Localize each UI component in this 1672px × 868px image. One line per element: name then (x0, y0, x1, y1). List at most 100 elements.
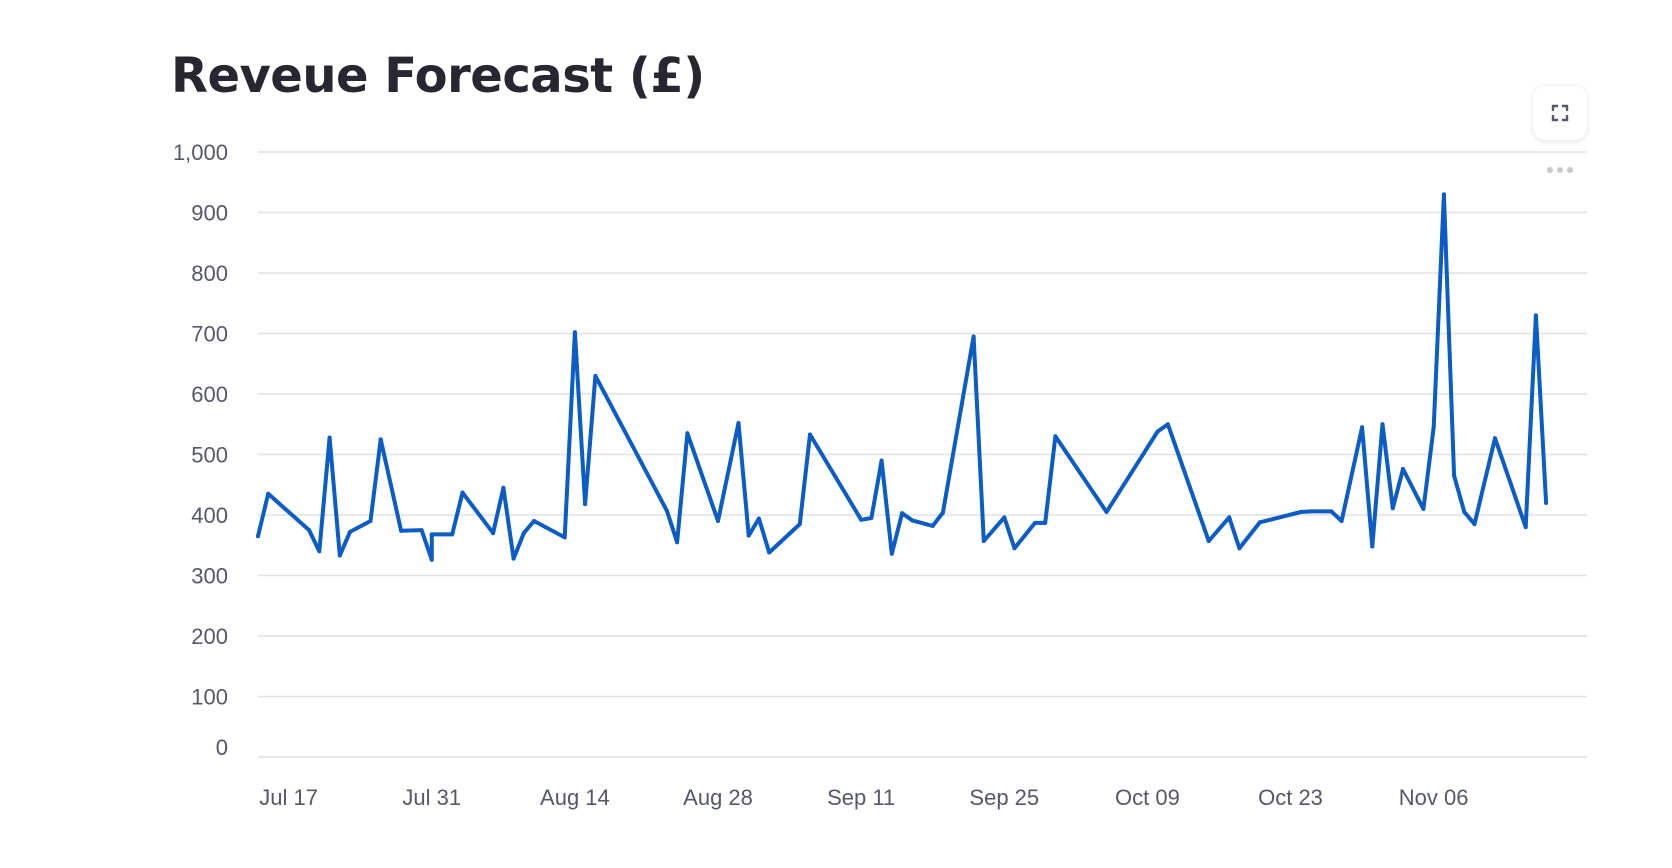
y-axis: 0 100 200 300 400 500 600 700 800 900 1,000 (173, 140, 228, 760)
data-point (940, 510, 945, 515)
data-point (859, 517, 864, 522)
data-point (521, 531, 526, 536)
data-point (399, 528, 404, 533)
data-point (767, 550, 772, 555)
y-tick-label: 500 (191, 443, 228, 468)
y-tick-label: 0 (216, 735, 228, 760)
data-point (501, 485, 506, 490)
data-point (1227, 515, 1232, 520)
data-point (1431, 425, 1436, 430)
more-options-button[interactable] (1540, 162, 1580, 178)
data-point (1053, 434, 1058, 439)
data-points (256, 192, 1549, 562)
data-point (337, 553, 342, 558)
data-point (1544, 500, 1549, 505)
fullscreen-button[interactable] (1533, 86, 1587, 140)
data-point (1033, 520, 1037, 525)
data-point (808, 432, 812, 437)
data-point (1533, 313, 1538, 318)
data-point (797, 522, 802, 527)
data-point (664, 508, 669, 513)
data-point (910, 518, 915, 523)
data-point (1043, 520, 1048, 525)
data-point (348, 529, 352, 534)
x-tick-label: Nov 06 (1399, 785, 1469, 810)
data-point (1104, 510, 1109, 514)
data-point (460, 490, 465, 495)
data-point (593, 373, 598, 378)
data-point (317, 549, 322, 554)
data-point (879, 458, 884, 463)
data-point (1421, 507, 1426, 511)
data-point (429, 557, 434, 562)
y-tick-label: 300 (191, 564, 228, 589)
x-tick-label: Sep 11 (827, 785, 895, 810)
data-point (1165, 422, 1170, 427)
data-point (1380, 422, 1385, 427)
data-point (368, 519, 373, 523)
x-tick-label: Jul 17 (259, 785, 318, 810)
data-point (869, 516, 874, 520)
data-point (1472, 522, 1477, 527)
data-point (256, 534, 260, 539)
x-tick-label: Aug 14 (540, 785, 610, 810)
data-point (675, 540, 680, 545)
data-point (572, 330, 577, 335)
data-point (1441, 192, 1446, 197)
y-tick-label: 800 (191, 261, 228, 286)
data-point (889, 551, 894, 556)
data-point (1329, 509, 1334, 514)
chart-grid (258, 151, 1587, 698)
data-point (1309, 509, 1313, 514)
data-point (900, 511, 905, 516)
more-horizontal-icon (1557, 167, 1563, 173)
x-tick-label: Oct 23 (1258, 785, 1323, 810)
data-point (562, 535, 567, 540)
data-point (1360, 425, 1365, 430)
x-tick-label: Oct 09 (1115, 785, 1180, 810)
data-point (1155, 429, 1160, 434)
data-point (450, 532, 455, 537)
data-point (429, 532, 434, 537)
y-tick-label: 600 (191, 382, 228, 407)
y-tick-label: 900 (191, 201, 228, 226)
data-point (307, 528, 312, 533)
x-tick-label: Sep 25 (969, 785, 1039, 810)
x-axis: Jul 17 Jul 31 Aug 14 Aug 28 Sep 11 Sep 25 Oct … (259, 785, 1468, 810)
x-tick-label: Aug 28 (683, 785, 753, 810)
data-point (378, 437, 383, 442)
data-point (532, 519, 536, 523)
data-point (1370, 544, 1375, 549)
data-point (756, 516, 761, 521)
y-tick-label: 400 (191, 503, 228, 528)
data-point (1298, 510, 1303, 514)
data-point (1401, 467, 1405, 471)
data-point (327, 435, 332, 440)
data-point (1462, 510, 1467, 514)
more-horizontal-icon (1567, 167, 1573, 173)
data-point (1493, 436, 1497, 441)
y-tick-label: 100 (191, 685, 228, 710)
data-point (1523, 525, 1528, 530)
fullscreen-icon (1551, 104, 1569, 122)
data-point (685, 431, 690, 436)
data-point (1002, 515, 1007, 520)
data-point (1257, 520, 1262, 525)
data-point (511, 556, 516, 561)
data-point (716, 519, 720, 523)
data-point (419, 528, 424, 533)
y-tick-label: 700 (191, 322, 228, 347)
y-tick-label: 1,000 (173, 140, 228, 165)
data-point (971, 334, 976, 339)
data-point (266, 491, 271, 496)
y-tick-label: 200 (191, 624, 228, 649)
x-tick-label: Jul 31 (402, 785, 461, 810)
data-point (1339, 519, 1344, 523)
data-point (583, 502, 588, 507)
more-horizontal-icon (1547, 167, 1553, 173)
data-point (746, 533, 751, 538)
chart-title: Reveue Forecast (£) (171, 48, 705, 104)
data-point (1206, 539, 1211, 543)
data-point (981, 539, 986, 543)
